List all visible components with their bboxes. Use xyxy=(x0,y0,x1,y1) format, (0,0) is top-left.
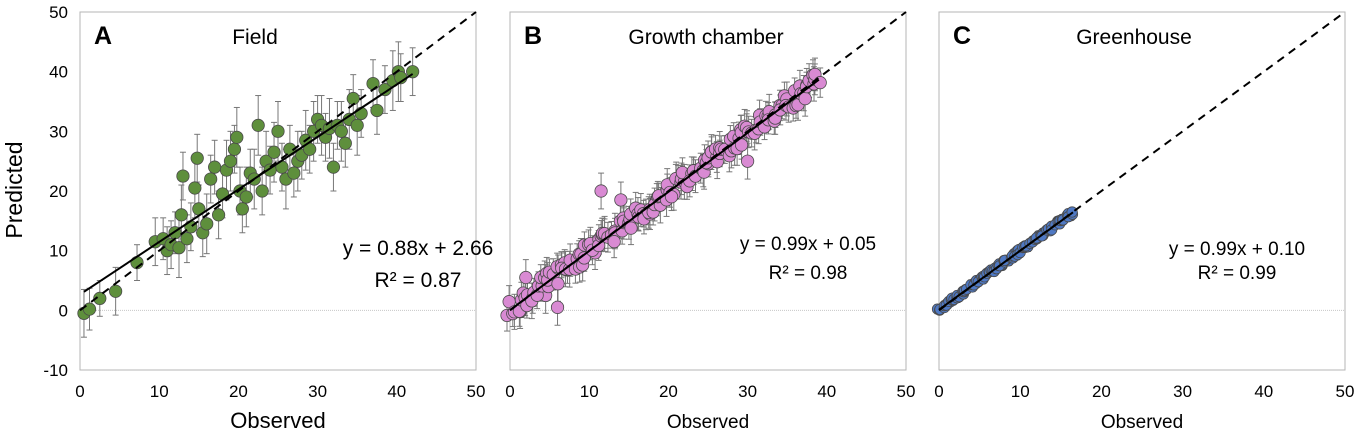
panel-frame xyxy=(509,11,907,371)
x-tick-label: 20 xyxy=(1092,382,1111,401)
data-point xyxy=(190,151,204,165)
data-point xyxy=(223,154,238,168)
x-tick-label: 30 xyxy=(1173,382,1192,401)
x-tick-label: 0 xyxy=(934,382,943,401)
x-tick-label: 20 xyxy=(659,382,678,401)
data-point xyxy=(204,172,218,186)
panel-title: Growth chamber xyxy=(628,26,783,49)
panel-frame xyxy=(938,11,1346,371)
y-tick-label: 40 xyxy=(49,63,68,82)
x-tick-label: 40 xyxy=(817,382,836,401)
data-point xyxy=(176,169,190,183)
y-tick-label: -10 xyxy=(43,361,68,380)
x-tick-label: 0 xyxy=(505,382,514,401)
panel-title: Field xyxy=(232,26,278,49)
data-point xyxy=(614,193,628,207)
x-tick-label: 20 xyxy=(229,382,248,401)
data-point xyxy=(350,118,364,132)
x-tick-label: 0 xyxy=(75,382,84,401)
data-point xyxy=(172,241,186,255)
x-tick-label: 40 xyxy=(1254,382,1273,401)
chart-marks xyxy=(77,11,1346,338)
data-point xyxy=(174,208,188,222)
x-tick-label: 30 xyxy=(308,382,327,401)
data-point xyxy=(287,166,301,180)
regression-equation: y = 0.99x + 0.05 xyxy=(740,234,876,255)
x-tick-label: 50 xyxy=(1336,382,1355,401)
x-axis-label: Observed xyxy=(230,408,325,433)
panel-frame xyxy=(79,11,477,371)
y-tick-label: 10 xyxy=(49,242,68,261)
data-point xyxy=(624,221,638,235)
x-axis-label: Observed xyxy=(667,412,749,433)
panel-letter: C xyxy=(953,22,971,50)
panel-title: Greenhouse xyxy=(1076,26,1192,49)
data-point xyxy=(607,235,621,249)
r-squared-label: R² = 0.87 xyxy=(375,269,462,292)
x-tick-label: 40 xyxy=(387,382,406,401)
panel-letter: B xyxy=(524,22,542,50)
data-point xyxy=(212,208,226,222)
data-point xyxy=(366,77,380,91)
data-point xyxy=(594,184,608,198)
data-point xyxy=(326,160,341,174)
one-to-one-line xyxy=(79,11,477,312)
x-tick-label: 30 xyxy=(738,382,757,401)
r-squared-label: R² = 0.98 xyxy=(769,263,848,284)
data-point xyxy=(82,302,97,316)
one-to-one-line xyxy=(509,11,907,312)
data-point xyxy=(251,118,265,132)
x-tick-label: 10 xyxy=(150,382,169,401)
data-point xyxy=(550,300,565,314)
y-tick-label: 20 xyxy=(49,182,68,201)
panel-frames xyxy=(79,11,1346,371)
chart-text: 50 40 30 20 10 0 -10 0 10 20 30 40 50 Observed A Field y… xyxy=(43,3,1354,433)
y-axis-label: Predicted xyxy=(1,141,27,238)
y-tick-label: 50 xyxy=(49,3,68,22)
data-point xyxy=(235,202,249,216)
data-point xyxy=(200,217,214,231)
data-point xyxy=(109,284,123,298)
data-point xyxy=(370,103,384,118)
data-point xyxy=(740,154,755,168)
fit-line xyxy=(83,73,414,293)
data-point xyxy=(180,232,194,246)
data-point xyxy=(271,124,285,138)
r-squared-label: R² = 0.99 xyxy=(1198,263,1277,284)
data-point xyxy=(227,142,242,156)
data-point xyxy=(93,291,107,305)
data-point xyxy=(346,91,360,106)
data-point xyxy=(239,190,253,204)
data-point xyxy=(188,181,202,195)
regression-equation: y = 0.99x + 0.10 xyxy=(1169,239,1305,260)
data-point xyxy=(734,138,749,152)
data-point xyxy=(519,270,533,285)
data-point xyxy=(338,136,352,150)
x-tick-label: 50 xyxy=(897,382,916,401)
data-point xyxy=(230,130,244,144)
fit-line xyxy=(509,78,820,311)
data-point xyxy=(215,187,230,201)
data-point xyxy=(378,82,392,97)
data-point xyxy=(551,277,565,291)
data-point xyxy=(255,184,269,198)
fit-line xyxy=(938,211,1074,311)
x-tick-label: 10 xyxy=(1011,382,1030,401)
data-point xyxy=(267,145,281,159)
y-tick-label: 0 xyxy=(59,301,68,320)
x-axis-label: Observed xyxy=(1101,412,1183,433)
x-tick-label: 10 xyxy=(580,382,599,401)
y-tick-label: 30 xyxy=(49,122,68,141)
data-point xyxy=(208,160,222,174)
data-point xyxy=(334,124,348,138)
x-tick-label: 50 xyxy=(467,382,486,401)
panel-letter: A xyxy=(94,22,112,50)
regression-equation: y = 0.88x + 2.66 xyxy=(343,237,494,260)
data-point xyxy=(406,65,420,79)
